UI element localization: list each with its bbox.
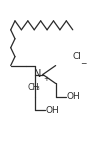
Text: −: −: [80, 59, 86, 68]
Text: OH: OH: [45, 106, 59, 115]
Text: Cl: Cl: [73, 52, 82, 61]
Text: CH: CH: [28, 83, 39, 92]
Text: +: +: [44, 76, 50, 82]
Text: OH: OH: [67, 92, 81, 101]
Text: 3: 3: [36, 86, 39, 91]
Text: N: N: [34, 69, 42, 79]
